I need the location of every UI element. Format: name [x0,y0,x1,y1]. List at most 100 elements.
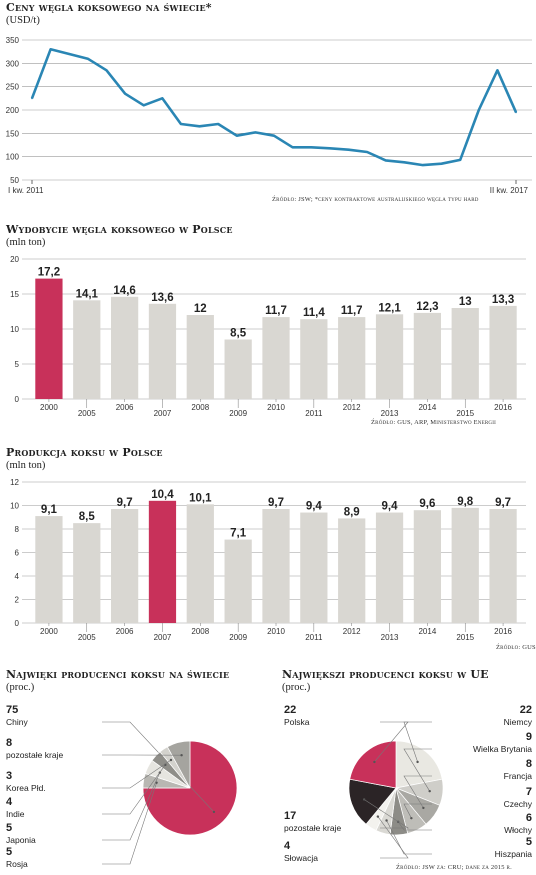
bar-2000 [35,278,63,399]
x-tick-label: 2010 [267,403,285,412]
coal-price-title: Ceny węgla koksowego na świecie* [6,1,212,14]
coal-price-line-chart: 50 100 150 200 250 300 350 I kw. 2011 II kw. 201… [6,36,532,195]
coal-price-unit: (USD/t) [6,15,40,26]
bar-value-label: 12,3 [416,301,438,313]
x-tick-label: 2010 [267,627,285,636]
bar-2009 [224,539,252,623]
bar-2006 [110,509,139,623]
x-tick-label: 2013 [381,409,399,418]
y-tick-label: 20 [10,255,19,264]
coal-mining-bar-chart: 0 5 10 15 20 17,2 2000 14,1 2005 14,6 2006 13,6 2007… [10,255,526,418]
leader-dot [212,810,216,814]
bar-value-label: 9,8 [457,496,474,508]
y-tick-label: 250 [6,83,20,92]
coke-prod-title: Produkcja koksu w Polsce [6,446,163,459]
leader-line [386,820,432,855]
slice-value: 22 [284,704,296,716]
leader-dot [362,798,366,801]
x-tick-label: 2006 [116,627,134,636]
bar-value-label: 13 [459,296,472,308]
leader-dot [155,781,158,784]
bar-2007 [148,500,177,623]
leader-dot [169,758,173,762]
eu-coke-source: Źródło: JSW za: CRU; dane za 2015 r. [396,864,512,871]
coal-price-source: Źródło: JSW; *ceny kontraktowe australij… [272,196,479,203]
bar-value-label: 9,1 [41,504,58,516]
slice-name: Hiszpania [495,849,533,859]
bar-2008 [186,315,214,399]
pie-slice-Polska [349,740,397,789]
bar-2016 [489,509,517,623]
bar-2014 [413,510,442,623]
bar-value-label: 9,4 [306,501,323,513]
slice-name: pozostałe kraje [284,823,341,833]
coal-mining-unit: (mln ton) [6,237,46,248]
bar-value-label: 14,1 [76,288,99,300]
slice-name: Japonia [6,835,36,845]
bar-value-label: 13,3 [492,294,514,306]
bar-2010 [262,317,290,399]
x-tick-label: 2011 [305,633,323,642]
y-tick-label: 0 [15,395,20,404]
slice-name: Korea Płd. [6,783,46,793]
coal-mining-title: Wydobycie węgla koksowego w Polsce [6,223,233,236]
y-tick-label: 10 [10,325,19,334]
price-point [403,161,406,164]
price-point [328,147,331,150]
world-coke-unit: (proc.) [6,682,35,693]
bar-2012 [338,317,366,399]
bar-2013 [375,314,404,399]
price-point [254,131,257,134]
price-point [422,164,424,166]
y-tick-label: 4 [15,572,20,581]
bar-value-label: 7,1 [230,528,247,540]
bar-2016 [489,305,517,399]
slice-name: Polska [284,717,310,727]
eu-coke-title: Największi producenci koksu w UE [282,668,489,681]
x-tick-label: 2007 [154,409,172,418]
y-tick-label: 200 [6,106,20,115]
slice-value: 5 [6,846,12,858]
bar-value-label: 11,4 [303,307,325,319]
leader-dot [373,760,376,764]
leader-line [102,759,172,789]
slice-value: 9 [526,731,532,743]
x-tick-label: 2000 [40,403,58,412]
bar-2008 [186,504,214,623]
x-tick-label: 2014 [418,403,436,412]
bar-2005 [73,300,101,399]
leader-dot [428,789,431,793]
slice-name: Słowacja [284,853,318,863]
y-tick-label: 150 [6,129,20,138]
leader-line [102,782,157,865]
leader-line [403,775,432,809]
bar-value-label: 9,6 [419,498,435,510]
x-tick-label: 2014 [418,627,436,636]
price-point [86,57,89,60]
slice-name: Francja [504,771,533,781]
price-point [477,109,480,111]
slice-name: Rosja [6,859,28,869]
slice-value: 3 [6,770,12,782]
x-tick-label: 2015 [456,633,474,642]
y-tick-label: 2 [15,596,20,605]
slice-value: 8 [6,737,12,749]
slice-value: 6 [526,812,532,824]
price-point [366,151,368,153]
y-tick-label: 300 [6,59,20,68]
slice-value: 22 [520,704,532,716]
x-tick-label: 2013 [381,633,399,642]
bar-value-label: 11,7 [265,305,287,317]
slice-name: Włochy [504,825,533,835]
slice-name: Czechy [504,799,533,809]
price-point [235,134,238,137]
bar-value-label: 8,5 [230,328,247,340]
y-tick-label: 15 [10,290,19,299]
bar-2009 [224,339,252,399]
leader-line [377,816,409,859]
bar-2007 [148,303,177,399]
leader-line [102,764,166,815]
price-point [440,162,443,165]
